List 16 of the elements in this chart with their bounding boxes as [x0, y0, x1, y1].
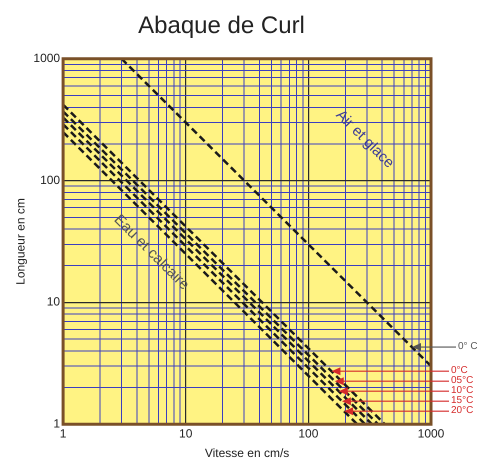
y-tick-label: 100: [40, 172, 60, 187]
annotation: 0° C: [458, 340, 478, 352]
text: 10°C: [451, 384, 474, 396]
y-tick-label: 10: [46, 294, 60, 309]
chart-title: Abaque de Curl: [138, 12, 305, 40]
y-tick-label: 1000: [33, 51, 60, 66]
y-tick-label: 1: [53, 416, 60, 431]
text: 0°C: [451, 364, 468, 376]
text: 15°C: [451, 394, 474, 406]
y-axis-title: Longueur en cm: [14, 198, 28, 285]
x-tick-label: 100: [298, 426, 319, 441]
x-tick-label: 1000: [418, 426, 445, 441]
x-tick-label: 10: [179, 426, 193, 441]
x-axis-title: Vitesse en cm/s: [204, 446, 290, 460]
text: 05°C: [451, 374, 474, 386]
text: 20°C: [451, 404, 474, 416]
